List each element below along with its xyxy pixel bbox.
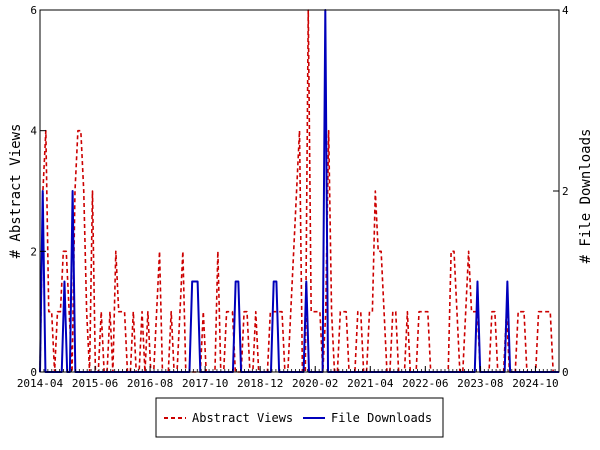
y2-tick-label: 4 — [562, 4, 569, 17]
x-tick-label: 2024-10 — [512, 377, 558, 390]
x-tick-label: 2015-06 — [72, 377, 118, 390]
x-tick-label: 2022-06 — [402, 377, 448, 390]
legend-label-file-downloads: File Downloads — [331, 411, 432, 425]
y2-tick-label: 2 — [562, 185, 569, 198]
legend-box — [155, 397, 444, 438]
y-tick-label: 4 — [30, 125, 37, 138]
labels-layer: 2014-04 2015-06 2016-08 2017-10 2018-12 2020-… — [17, 4, 569, 390]
y-tick-label: 2 — [30, 245, 37, 258]
y2-axis-title: # File Downloads — [578, 129, 594, 264]
axes-layer — [39, 9, 560, 373]
x-tick-label: 2016-08 — [127, 377, 173, 390]
x-tick-label: 2020-02 — [292, 377, 338, 390]
x-tick-label: 2014-04 — [17, 377, 64, 390]
x-tick-label: 2023-08 — [457, 377, 503, 390]
legend: Abstract Views File Downloads — [155, 397, 444, 438]
x-tick-label: 2017-10 — [182, 377, 228, 390]
x-tick-label: 2021-04 — [347, 377, 394, 390]
y-axis-title: # Abstract Views — [8, 124, 24, 259]
x-tick-label: 2018-12 — [237, 377, 283, 390]
y-tick-label: 6 — [30, 4, 37, 17]
y-tick-label: 0 — [30, 366, 37, 379]
plot-background — [40, 10, 559, 372]
legend-label-abstract-views: Abstract Views — [192, 411, 293, 425]
y2-tick-label: 0 — [562, 366, 569, 379]
